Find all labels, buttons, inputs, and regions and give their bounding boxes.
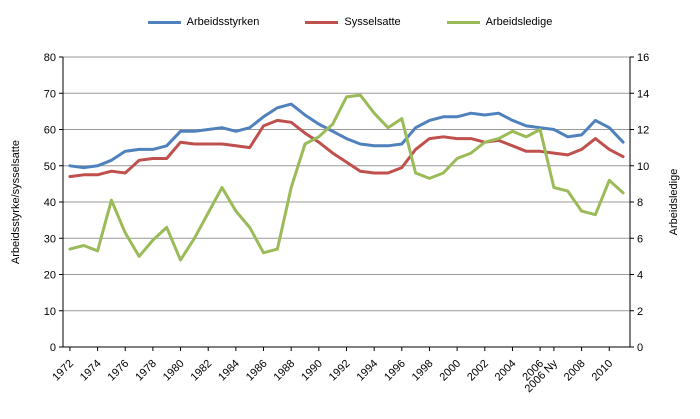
x-axis-tick-label: 1986	[244, 358, 270, 384]
right-axis-tick-label: 10	[637, 161, 649, 173]
x-axis-tick-label: 2000	[437, 358, 463, 384]
left-axis-tick-label: 50	[44, 161, 56, 173]
left-axis-tick-label: 40	[44, 197, 56, 209]
x-axis-tick-label: 1974	[78, 358, 104, 384]
left-axis-tick-label: 30	[44, 233, 56, 245]
legend-line-swatch-arbeidsstyrken	[147, 20, 181, 24]
legend-label-arbeidsstyrken: Arbeidsstyrken	[186, 16, 260, 28]
legend-line-swatch-sysselsatte	[305, 20, 339, 24]
legend-label-sysselsatte: Sysselsatte	[344, 16, 401, 28]
x-axis-tick-label: 1980	[161, 358, 187, 384]
x-axis-tick-label: 2008	[562, 358, 588, 384]
x-axis-tick-label: 2004	[493, 358, 519, 384]
x-axis-tick-label: 1982	[189, 358, 215, 384]
right-axis-tick-label: 6	[637, 233, 643, 245]
left-axis-tick-label: 80	[44, 52, 56, 64]
right-axis-tick-label: 12	[637, 125, 649, 137]
x-axis-tick-label: 1984	[216, 358, 242, 384]
left-axis-tick-label: 10	[44, 306, 56, 318]
legend-item-arbeidsstyrken: Arbeidsstyrken	[147, 16, 260, 28]
chart-legend: Arbeidsstyrken Sysselsatte Arbeidsledige	[0, 16, 700, 28]
series-line-arbeidsstyrken	[68, 102, 625, 170]
x-axis-tick-label: 1978	[133, 358, 159, 384]
legend-label-arbeidsledige: Arbeidsledige	[485, 16, 553, 28]
x-axis-tick-label: 1990	[299, 358, 325, 384]
x-axis-tick-label: 1996	[382, 358, 408, 384]
left-axis-tick-label: 60	[44, 125, 56, 137]
legend-line-swatch-arbeidsledige	[446, 20, 480, 24]
left-axis-tick-label: 20	[44, 270, 56, 282]
series-line-sysselsatte	[68, 118, 625, 179]
right-axis-tick-label: 4	[637, 270, 643, 282]
series-line-arbeidsledige	[68, 93, 625, 262]
right-axis-tick-label: 8	[637, 197, 643, 209]
x-axis-tick-label: 1992	[327, 358, 353, 384]
right-axis-tick-label: 16	[637, 52, 649, 64]
x-axis-tick-label: 1972	[50, 358, 76, 384]
left-axis-tick-label: 0	[50, 342, 56, 354]
legend-item-arbeidsledige: Arbeidsledige	[446, 16, 553, 28]
x-axis-tick-label: 1998	[410, 358, 436, 384]
x-axis-tick-label: 2010	[590, 358, 616, 384]
x-axis-tick-label: 1976	[106, 358, 132, 384]
right-axis-tick-label: 14	[637, 88, 649, 100]
right-axis-tick-label: 0	[637, 342, 643, 354]
right-axis-title: Arbeidsledige	[668, 168, 680, 236]
left-axis-title: Arbeidsstyrke/sysselsatte	[10, 139, 22, 265]
right-axis-tick-label: 2	[637, 306, 643, 318]
legend-item-sysselsatte: Sysselsatte	[305, 16, 401, 28]
x-axis-tick-label: 2002	[465, 358, 491, 384]
x-axis-tick-label: 1988	[272, 358, 298, 384]
x-axis-tick-label: 1994	[354, 358, 380, 384]
left-axis-tick-label: 70	[44, 88, 56, 100]
